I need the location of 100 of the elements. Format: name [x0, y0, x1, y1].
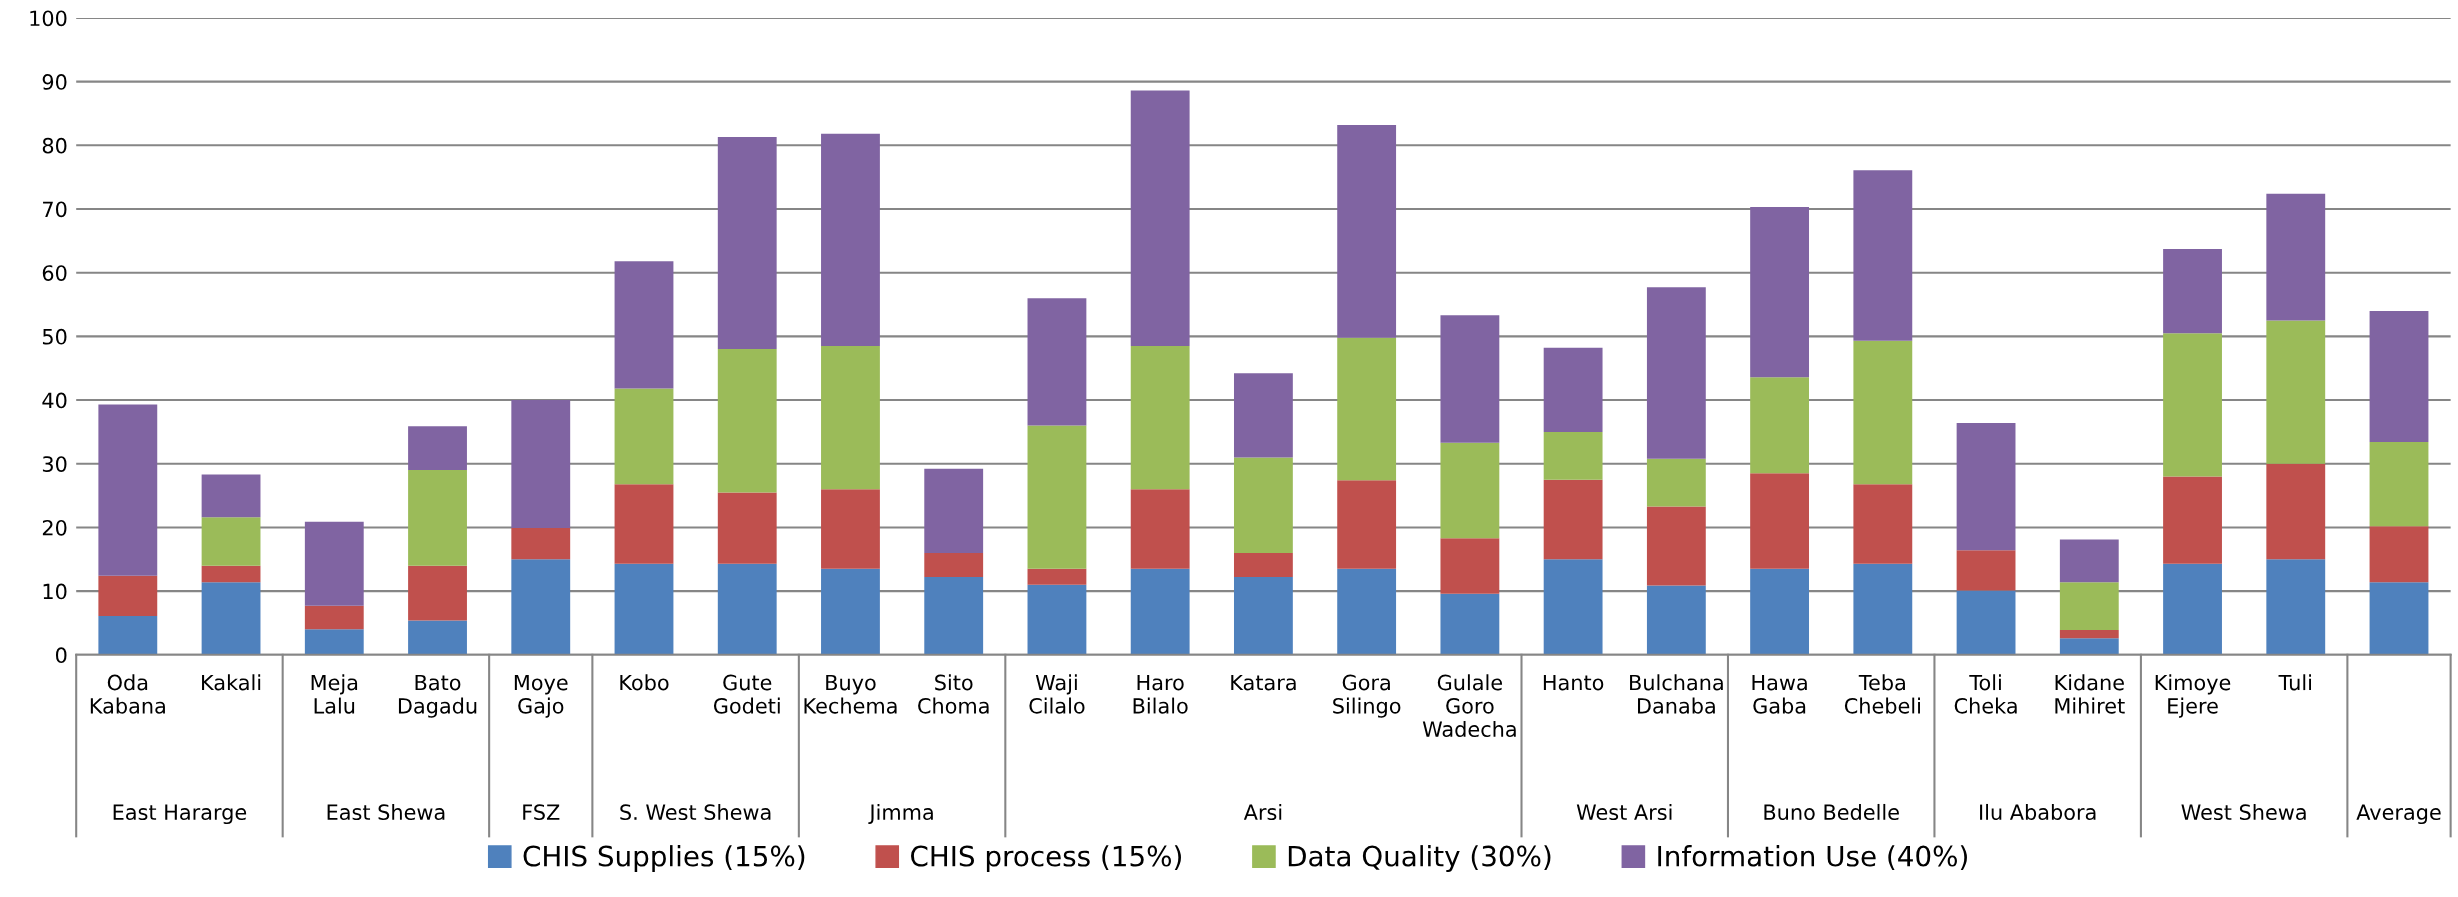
bar	[1027, 298, 1087, 426]
y-tick-label: 70	[43, 201, 67, 218]
bar	[2163, 333, 2222, 477]
bar	[2369, 526, 2429, 583]
bar	[1543, 431, 1603, 480]
bar	[924, 468, 984, 553]
bar	[2163, 249, 2222, 334]
legend-label: Data Quality (30%)	[1288, 845, 1551, 872]
bar	[2163, 476, 2222, 564]
bar	[1853, 563, 1913, 655]
bar	[1440, 315, 1500, 443]
bar	[1853, 170, 1913, 341]
bar	[2059, 539, 2119, 583]
bar	[2059, 629, 2119, 639]
text: Jimma	[868, 803, 933, 824]
bar	[201, 474, 261, 518]
bar	[1750, 207, 1810, 378]
bar	[1543, 347, 1603, 432]
x-tick-label: Bulchana Danaba	[1630, 674, 1723, 714]
bar	[408, 620, 467, 655]
bar	[1027, 568, 1087, 585]
bar	[1233, 457, 1293, 553]
y-tick-label: 80	[42, 137, 67, 154]
y-tick-label: 90	[42, 74, 67, 90]
bar	[98, 575, 158, 616]
x-tick-label: Bato Dagadu	[398, 674, 477, 718]
bar	[717, 137, 777, 350]
bar	[1853, 340, 1913, 485]
bar	[2163, 563, 2222, 655]
bar	[1130, 568, 1190, 655]
bar	[304, 521, 364, 606]
bar	[2369, 582, 2429, 655]
bar	[1646, 585, 1706, 655]
bar	[614, 261, 674, 389]
bar	[1646, 506, 1706, 586]
bar	[98, 404, 158, 576]
bar	[2266, 193, 2326, 321]
bar	[201, 517, 261, 566]
x-tick-label: Kobo	[620, 674, 669, 691]
y-tick-label: 0	[55, 647, 67, 664]
text: East Shewa	[327, 803, 445, 821]
bar	[614, 388, 674, 485]
x-tick-label: Meja Lalu	[311, 674, 358, 714]
bar	[821, 489, 880, 569]
legend-label: CHIS process (15%)	[911, 845, 1181, 872]
bar	[821, 345, 880, 490]
x-tick-label: Gute Godeti	[713, 674, 780, 714]
bar	[2266, 559, 2326, 655]
text: Ilu Ababora	[1980, 803, 2096, 821]
bar	[2059, 582, 2119, 630]
bar	[511, 528, 571, 560]
text: West Arsi	[1576, 803, 1672, 821]
bar	[1233, 577, 1293, 655]
bar	[1750, 377, 1810, 474]
bar	[1956, 422, 2016, 551]
bar	[1750, 473, 1810, 569]
bar	[717, 349, 777, 493]
text: Buno Bedelle	[1764, 803, 1899, 821]
text: West Shewa	[2181, 803, 2306, 821]
bar	[1337, 568, 1397, 655]
x-tick-label: Kidane Mihiret	[2055, 674, 2125, 714]
bar	[1130, 345, 1190, 490]
legend-label: Information Use (40%)	[1658, 845, 1967, 870]
x-tick-label: Waji Cilalo	[1029, 674, 1085, 714]
bar	[924, 552, 984, 578]
x-tick-label: Gora Silingo	[1333, 674, 1401, 718]
bar	[1956, 590, 2016, 655]
bar	[1646, 287, 1706, 459]
y-tick-label: 100	[30, 10, 67, 27]
x-tick-label: Sito Choma	[918, 674, 989, 714]
x-tick-label: Teba Chebeli	[1844, 674, 1920, 714]
bar	[1440, 442, 1500, 539]
text: S. West Shewa	[620, 803, 771, 821]
x-tick-label: Kimoye Ejere	[2155, 674, 2231, 718]
legend-label: CHIS Supplies (15%)	[523, 845, 805, 872]
y-tick-label: 10	[43, 583, 67, 600]
x-tick-label: Katara	[1231, 674, 1296, 691]
bar	[1027, 425, 1087, 569]
y-tick-label: 50	[42, 328, 67, 345]
bar	[2266, 320, 2326, 464]
bar	[1233, 373, 1293, 458]
bar	[1750, 568, 1810, 655]
bar	[1027, 584, 1087, 655]
bar	[1646, 458, 1706, 507]
bar	[304, 605, 364, 630]
bar	[614, 484, 674, 564]
bar	[614, 563, 674, 655]
bar	[2059, 638, 2119, 655]
x-tick-label: Hanto	[1543, 674, 1604, 691]
bar	[201, 565, 261, 583]
bar	[304, 629, 364, 655]
x-tick-label: Toli Cheka	[1954, 674, 2017, 714]
x-tick-label: Tuli	[2278, 674, 2311, 691]
x-tick-label: Hawa Gaba	[1752, 674, 1807, 714]
y-tick-label: 30	[42, 456, 67, 472]
bar	[1130, 90, 1190, 346]
y-tick-label: 60	[42, 265, 67, 281]
x-tick-label: Gulale Goro Wadecha	[1422, 674, 1516, 738]
bar	[2266, 463, 2326, 560]
x-tick-label: Kakali	[202, 674, 261, 691]
